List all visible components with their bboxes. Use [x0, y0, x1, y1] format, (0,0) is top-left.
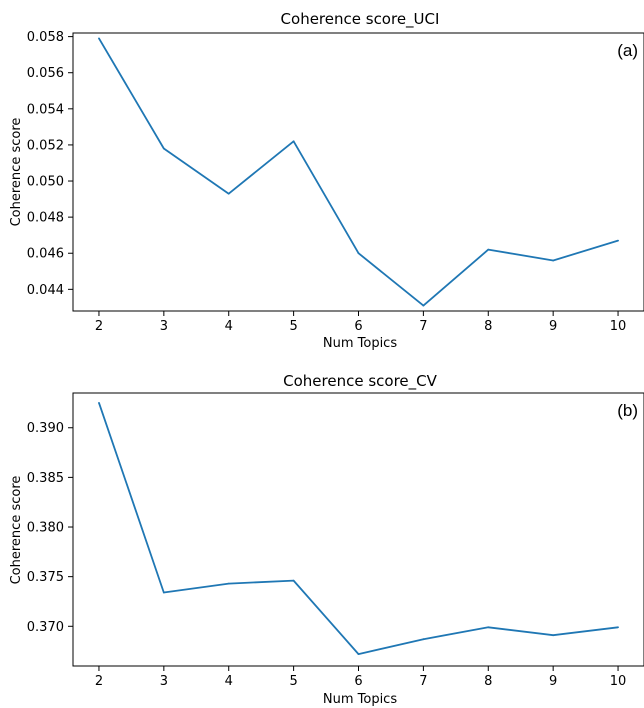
chart-uci: Coherence score_UCI (a) Num Topics Coher…	[9, 10, 644, 351]
chart-title: Coherence score_UCI	[281, 10, 440, 29]
x-tick-label: 7	[419, 319, 427, 334]
x-tick-label: 8	[484, 674, 492, 689]
data-point	[422, 304, 425, 307]
y-tick-label: 0.048	[27, 211, 64, 226]
y-axis-label: Coherence score	[9, 476, 24, 585]
y-tick-label: 0.046	[27, 247, 64, 262]
data-point	[357, 653, 360, 655]
data-point	[162, 147, 165, 150]
data-point	[487, 248, 490, 251]
data-point	[227, 192, 230, 195]
data-point	[227, 582, 230, 585]
x-tick-label: 5	[289, 319, 297, 334]
y-tick-label: 0.044	[27, 283, 64, 298]
x-tick-label: 3	[160, 319, 168, 334]
x-tick-label: 7	[419, 674, 427, 689]
y-tick-label: 0.380	[27, 521, 64, 536]
data-point	[617, 626, 619, 629]
data-point	[617, 239, 619, 242]
series-layer	[98, 402, 619, 655]
data-point	[162, 591, 165, 594]
x-tick-label: 2	[95, 319, 103, 334]
x-tick-label: 9	[549, 319, 557, 334]
series-line	[98, 37, 619, 307]
y-tick-label: 0.375	[27, 570, 64, 585]
series-line	[98, 402, 619, 655]
data-point	[552, 259, 555, 262]
x-tick-label: 2	[95, 674, 103, 689]
y-tick-label: 0.050	[27, 175, 64, 190]
series-layer	[98, 37, 619, 307]
data-point	[292, 579, 295, 582]
axis-ticks: 2 3 4 5 6 7 8 9 10 0.044 0.046 0.048 0.050 0.052 0.054…	[27, 30, 627, 334]
x-tick-label: 10	[610, 319, 627, 334]
data-point	[98, 402, 100, 404]
x-axis-label: Num Topics	[323, 692, 397, 707]
y-tick-label: 0.054	[27, 102, 64, 117]
data-point	[98, 37, 100, 40]
x-tick-label: 9	[549, 674, 557, 689]
data-point	[292, 140, 295, 143]
x-tick-label: 4	[225, 319, 233, 334]
x-tick-label: 4	[225, 674, 233, 689]
chart-title: Coherence score_CV	[283, 372, 437, 391]
y-tick-label: 0.052	[27, 138, 64, 153]
x-tick-label: 6	[354, 319, 362, 334]
y-tick-label: 0.385	[27, 471, 64, 486]
chart-cv: Coherence score_CV (b) Num Topics Cohere…	[9, 372, 644, 707]
x-axis-label: Num Topics	[323, 336, 397, 351]
y-tick-label: 0.390	[27, 421, 64, 436]
x-tick-label: 8	[484, 319, 492, 334]
data-point	[552, 634, 555, 637]
y-tick-label: 0.056	[27, 66, 64, 81]
data-point	[487, 626, 490, 629]
y-axis-label: Coherence score	[9, 118, 24, 227]
plot-frame	[72, 392, 644, 667]
plot-frame	[72, 32, 644, 312]
x-tick-label: 6	[354, 674, 362, 689]
panel-label: (b)	[617, 401, 638, 420]
data-point	[422, 638, 425, 641]
x-tick-label: 10	[610, 674, 627, 689]
y-tick-label: 0.058	[27, 30, 64, 45]
panel-label: (a)	[617, 41, 638, 60]
data-point	[357, 252, 360, 255]
y-tick-label: 0.370	[27, 620, 64, 635]
axis-ticks: 2 3 4 5 6 7 8 9 10 0.370 0.375 0.380 0.385 0.390	[27, 421, 627, 689]
x-tick-label: 5	[289, 674, 297, 689]
x-tick-label: 3	[160, 674, 168, 689]
